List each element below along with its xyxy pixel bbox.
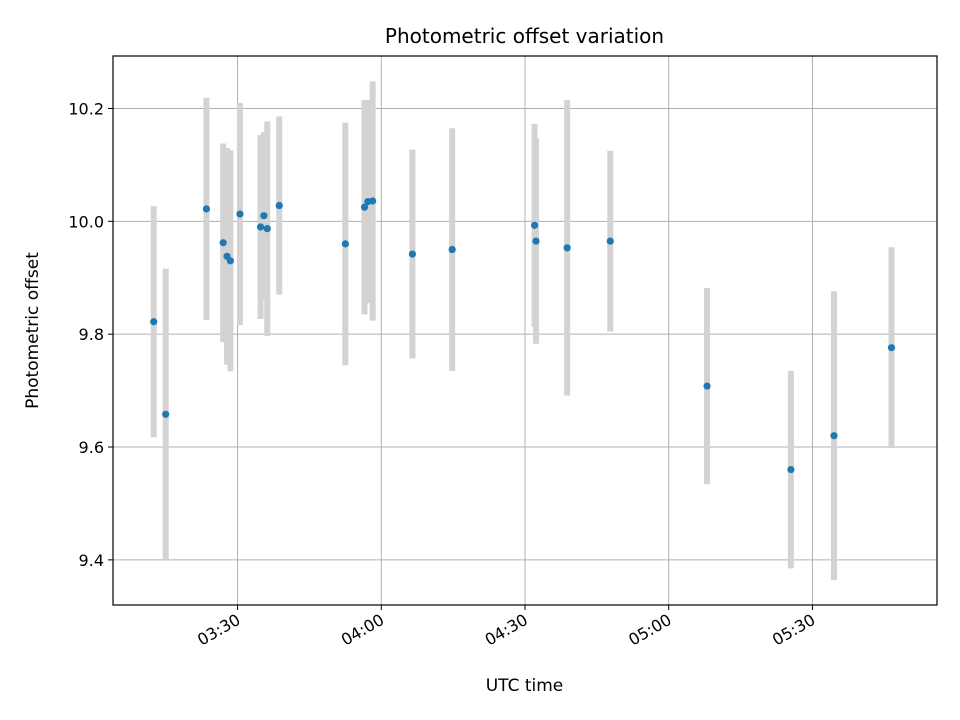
data-point	[703, 382, 711, 390]
data-point	[219, 239, 227, 247]
grid-lines	[113, 56, 937, 605]
chart-title: Photometric offset variation	[385, 24, 664, 48]
x-tick-label: 03:30	[194, 610, 243, 650]
x-tick-label: 04:30	[482, 610, 531, 650]
data-point	[448, 245, 456, 254]
data-point	[369, 197, 377, 205]
x-tick-label: 05:30	[769, 610, 818, 650]
x-tick-label: 04:00	[338, 610, 387, 650]
data-point	[787, 465, 795, 474]
data-point	[887, 344, 896, 352]
data-point	[256, 223, 265, 231]
data-point	[260, 212, 268, 220]
data-point	[226, 257, 234, 265]
y-tick-label: 9.4	[79, 551, 104, 570]
data-point	[830, 432, 838, 440]
data-points	[150, 197, 896, 474]
data-point	[341, 240, 349, 248]
y-axis-title: Photometric offset	[23, 252, 43, 409]
x-axis-ticks: 03:30 04:00 04:30 05:00 05:30	[194, 605, 818, 650]
data-point	[606, 237, 614, 245]
data-point	[150, 318, 158, 326]
x-tick-label: 05:00	[625, 610, 674, 650]
data-point	[530, 221, 539, 229]
data-point	[408, 250, 417, 258]
data-point	[360, 203, 369, 211]
data-point	[162, 410, 170, 418]
y-tick-label: 10.2	[68, 99, 104, 118]
y-axis-ticks: 9.4 9.6 9.8 10.0 10.2	[68, 99, 113, 570]
y-tick-label: 10.0	[68, 212, 104, 231]
data-point	[202, 205, 211, 213]
error-bars	[150, 81, 895, 581]
data-point	[263, 225, 271, 233]
y-tick-label: 9.6	[79, 438, 104, 457]
data-point	[275, 201, 283, 210]
data-point	[236, 210, 244, 218]
data-point	[532, 237, 540, 245]
x-axis-title: UTC time	[486, 676, 564, 696]
data-point	[563, 244, 571, 252]
y-tick-label: 9.8	[79, 325, 104, 344]
